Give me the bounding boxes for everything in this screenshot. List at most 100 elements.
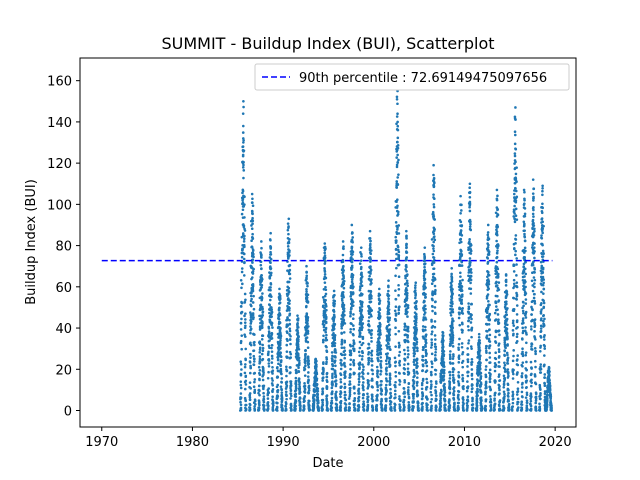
data-point xyxy=(249,387,252,390)
data-point xyxy=(249,366,252,370)
data-point xyxy=(378,328,382,331)
data-point xyxy=(296,314,299,317)
data-point xyxy=(523,246,527,250)
data-point xyxy=(533,271,536,274)
data-point xyxy=(477,332,481,336)
data-point xyxy=(467,302,470,305)
data-point xyxy=(542,224,545,228)
data-point xyxy=(353,399,357,402)
data-point xyxy=(287,248,290,251)
data-point xyxy=(388,328,392,331)
data-point xyxy=(457,357,461,361)
data-point xyxy=(294,371,298,375)
data-point xyxy=(534,401,538,405)
data-point xyxy=(252,357,256,361)
data-point xyxy=(493,399,496,402)
data-point xyxy=(448,370,452,374)
data-point xyxy=(349,308,353,311)
data-point xyxy=(334,395,338,398)
data-point xyxy=(251,313,255,317)
data-point xyxy=(531,299,535,303)
data-point xyxy=(407,409,411,412)
data-point xyxy=(361,363,364,366)
data-point xyxy=(495,239,498,243)
data-point xyxy=(530,345,533,348)
data-point xyxy=(288,318,291,322)
data-point xyxy=(416,365,419,368)
data-point xyxy=(450,272,453,276)
data-point xyxy=(387,362,391,365)
data-point xyxy=(350,260,354,264)
data-point xyxy=(524,374,528,378)
data-point xyxy=(514,237,517,241)
data-point xyxy=(488,333,492,337)
data-point xyxy=(398,350,402,354)
data-point xyxy=(394,360,398,364)
data-point xyxy=(342,307,346,310)
data-point xyxy=(333,338,336,341)
data-point xyxy=(306,355,310,359)
data-point xyxy=(413,286,417,290)
data-point xyxy=(470,361,473,364)
data-point xyxy=(484,346,488,350)
data-point xyxy=(422,329,425,333)
data-point xyxy=(515,294,519,298)
data-point xyxy=(415,342,418,346)
data-point xyxy=(339,373,343,377)
data-point xyxy=(511,329,515,332)
data-point xyxy=(394,326,397,330)
data-point xyxy=(333,359,337,362)
data-point xyxy=(269,250,272,254)
data-point xyxy=(395,97,399,101)
data-point xyxy=(331,382,334,386)
data-point xyxy=(241,189,245,193)
data-point xyxy=(430,346,433,349)
data-point xyxy=(539,365,542,369)
data-point xyxy=(531,192,535,195)
data-point xyxy=(353,397,357,400)
data-point xyxy=(297,353,300,357)
data-point xyxy=(314,357,317,361)
data-point xyxy=(277,307,281,310)
data-point xyxy=(461,278,464,282)
data-point xyxy=(496,272,500,276)
data-point xyxy=(280,381,284,384)
data-point xyxy=(522,284,525,288)
data-point xyxy=(406,281,409,285)
data-point xyxy=(339,392,342,396)
data-point xyxy=(421,401,424,405)
data-point xyxy=(252,385,256,388)
data-point xyxy=(511,359,515,363)
data-point xyxy=(243,216,246,219)
data-point xyxy=(539,327,543,330)
data-point xyxy=(430,332,433,336)
data-point xyxy=(477,345,481,348)
data-point xyxy=(397,158,400,162)
data-point xyxy=(426,409,429,412)
data-point xyxy=(298,363,301,367)
data-point xyxy=(470,363,473,366)
data-point xyxy=(258,348,262,351)
data-point xyxy=(251,258,255,262)
data-point xyxy=(520,375,524,379)
data-point xyxy=(469,281,472,285)
data-point xyxy=(331,364,335,368)
data-point xyxy=(442,365,446,368)
data-point xyxy=(432,247,435,250)
data-point xyxy=(502,382,506,386)
data-point xyxy=(397,275,401,279)
data-point xyxy=(524,351,528,354)
data-point xyxy=(434,397,438,401)
data-point xyxy=(451,373,455,377)
data-point xyxy=(545,403,549,406)
data-point xyxy=(434,406,438,409)
data-point xyxy=(375,398,379,402)
data-point xyxy=(540,229,544,233)
data-point xyxy=(371,409,375,412)
data-point xyxy=(270,337,274,340)
data-point xyxy=(494,318,498,321)
data-point xyxy=(340,317,343,321)
data-point xyxy=(361,385,365,389)
data-point xyxy=(459,237,463,241)
data-point xyxy=(252,354,256,358)
